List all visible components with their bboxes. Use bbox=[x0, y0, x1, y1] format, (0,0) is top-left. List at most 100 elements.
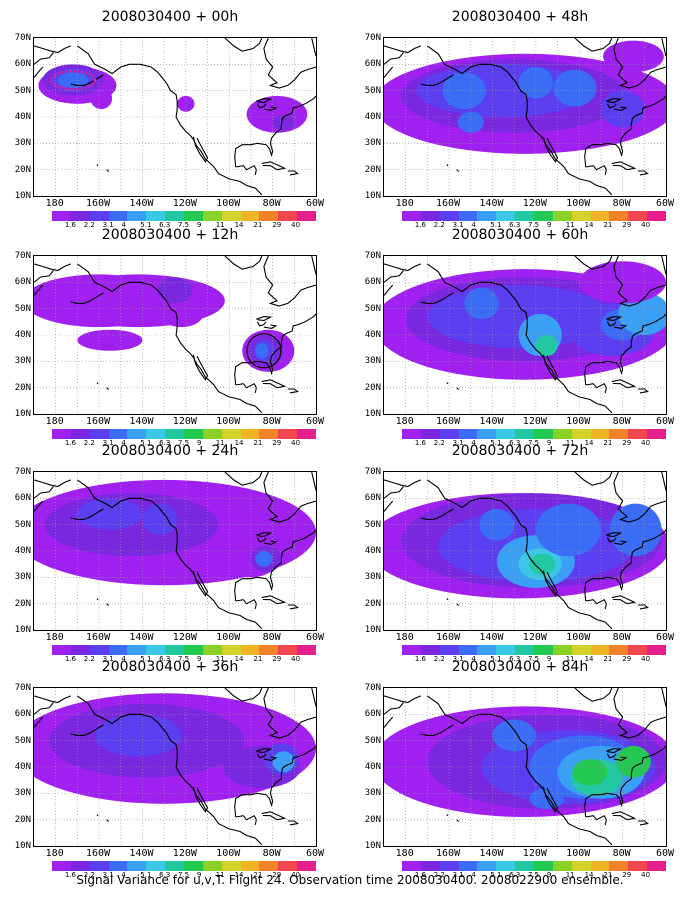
colorbar-label: 6.3 bbox=[159, 439, 171, 447]
colorbar-label: 21 bbox=[253, 439, 263, 447]
coastline bbox=[456, 819, 460, 822]
lat-tick-label: 10N bbox=[364, 409, 381, 419]
coastline bbox=[446, 382, 449, 385]
colorbar-swatch bbox=[439, 211, 459, 221]
coastline bbox=[661, 688, 666, 707]
coastline bbox=[613, 324, 628, 329]
colorbar-swatch bbox=[108, 861, 128, 871]
coastline bbox=[384, 716, 394, 728]
lat-tick-label: 40N bbox=[364, 762, 381, 772]
map-plot-area bbox=[383, 471, 667, 631]
lat-tick-label: 50N bbox=[364, 303, 381, 314]
coastline bbox=[263, 756, 278, 761]
colorbar-swatch bbox=[609, 645, 629, 655]
coastline bbox=[235, 164, 257, 176]
colorbar-label: 40 bbox=[641, 439, 651, 447]
colorbar-label: 21 bbox=[603, 439, 613, 447]
coastline bbox=[234, 745, 316, 818]
colorbar-label: 6.3 bbox=[509, 871, 521, 879]
map-plot-area bbox=[33, 687, 317, 847]
coastline bbox=[585, 164, 607, 176]
coastline bbox=[234, 313, 316, 386]
colorbar-label: 3.1 bbox=[102, 871, 114, 879]
colorbar-swatch bbox=[221, 645, 241, 655]
colorbar-label: 11 bbox=[215, 655, 225, 663]
coastline bbox=[574, 38, 613, 52]
lon-tick-label: 140W bbox=[479, 632, 504, 643]
colorbar-label: 21 bbox=[253, 221, 263, 229]
lon-tick-label: 60W bbox=[305, 848, 325, 859]
variance-contour bbox=[272, 751, 295, 773]
coastline bbox=[606, 103, 617, 109]
lat-tick-label: 60N bbox=[14, 493, 31, 504]
colorbar-swatch bbox=[571, 861, 591, 871]
colorbar-label: 14 bbox=[234, 871, 244, 879]
colorbar-label: 3.1 bbox=[102, 655, 114, 663]
lon-tick-label: 120W bbox=[172, 632, 197, 643]
colorbar-swatch bbox=[184, 645, 203, 655]
lat-tick-label: 10N bbox=[14, 409, 31, 419]
coastline bbox=[261, 811, 287, 821]
lat-tick-label: 40N bbox=[14, 112, 31, 122]
colorbar-label: 1.6 bbox=[64, 439, 76, 447]
colorbar-label: 5.1 bbox=[140, 871, 152, 879]
colorbar-swatch bbox=[184, 429, 203, 439]
colorbar-label: 29 bbox=[272, 871, 282, 879]
colorbar-label: 21 bbox=[253, 871, 263, 879]
coastline bbox=[574, 688, 613, 702]
colorbar bbox=[402, 645, 667, 655]
colorbar-label: 1.6 bbox=[414, 871, 426, 879]
lon-tick-label: 100W bbox=[566, 416, 591, 427]
colorbar-swatch bbox=[221, 861, 241, 871]
colorbar-label: 21 bbox=[603, 221, 613, 229]
colorbar-label: 29 bbox=[622, 221, 632, 229]
lat-tick-label: 40N bbox=[14, 762, 31, 772]
coastline bbox=[606, 98, 623, 104]
coastline bbox=[542, 570, 559, 597]
colorbar-swatch bbox=[420, 861, 440, 871]
map-panel: 2008030400 + 00h 70N 60N 50N 40N 30N 20N 10N 180… bbox=[0, 8, 340, 229]
coastline bbox=[427, 479, 613, 630]
colorbar-label: 2.2 bbox=[83, 221, 95, 229]
coastline bbox=[263, 472, 316, 523]
coastline bbox=[256, 753, 267, 759]
coastline bbox=[96, 814, 99, 817]
colorbar-swatch bbox=[89, 429, 109, 439]
lat-tick-label: 70N bbox=[14, 683, 31, 693]
coastline bbox=[263, 106, 278, 111]
lat-tick-label: 30N bbox=[364, 356, 381, 367]
colorbar-swatch bbox=[609, 861, 629, 871]
colorbar-swatch bbox=[202, 429, 222, 439]
map-svg bbox=[384, 256, 666, 414]
coastline bbox=[584, 313, 666, 386]
colorbar-label: 4 bbox=[471, 655, 476, 663]
panel-title: 2008030400 + 48h bbox=[451, 9, 589, 25]
coastline bbox=[106, 819, 110, 822]
lon-tick-label: 180 bbox=[45, 416, 64, 427]
lat-tick-label: 20N bbox=[364, 382, 381, 393]
colorbar-swatch bbox=[278, 429, 298, 439]
coastline bbox=[263, 540, 278, 545]
map-plot-area bbox=[33, 37, 317, 197]
colorbar-label: 9 bbox=[546, 871, 552, 879]
lat-tick-label: 70N bbox=[364, 467, 381, 477]
coastline bbox=[427, 695, 613, 846]
lat-tick-label: 10N bbox=[14, 841, 31, 851]
panel-title: 2008030400 + 36h bbox=[101, 659, 239, 675]
colorbar-swatch bbox=[496, 211, 516, 221]
coastline bbox=[224, 688, 263, 702]
colorbar-swatch bbox=[70, 211, 90, 221]
map-plot-area bbox=[383, 37, 667, 197]
colorbar-swatch bbox=[458, 211, 478, 221]
coastline bbox=[311, 256, 316, 275]
coastline bbox=[70, 508, 104, 520]
lon-tick-label: 160W bbox=[436, 198, 461, 209]
coastline bbox=[584, 95, 666, 168]
colorbar-label: 2.2 bbox=[83, 655, 95, 663]
colorbar-label: 7.5 bbox=[178, 871, 190, 879]
colorbar-swatch bbox=[240, 211, 260, 221]
colorbar-swatch bbox=[146, 429, 166, 439]
coastline bbox=[384, 263, 422, 272]
colorbar-swatch bbox=[571, 429, 591, 439]
coastline bbox=[613, 256, 666, 307]
